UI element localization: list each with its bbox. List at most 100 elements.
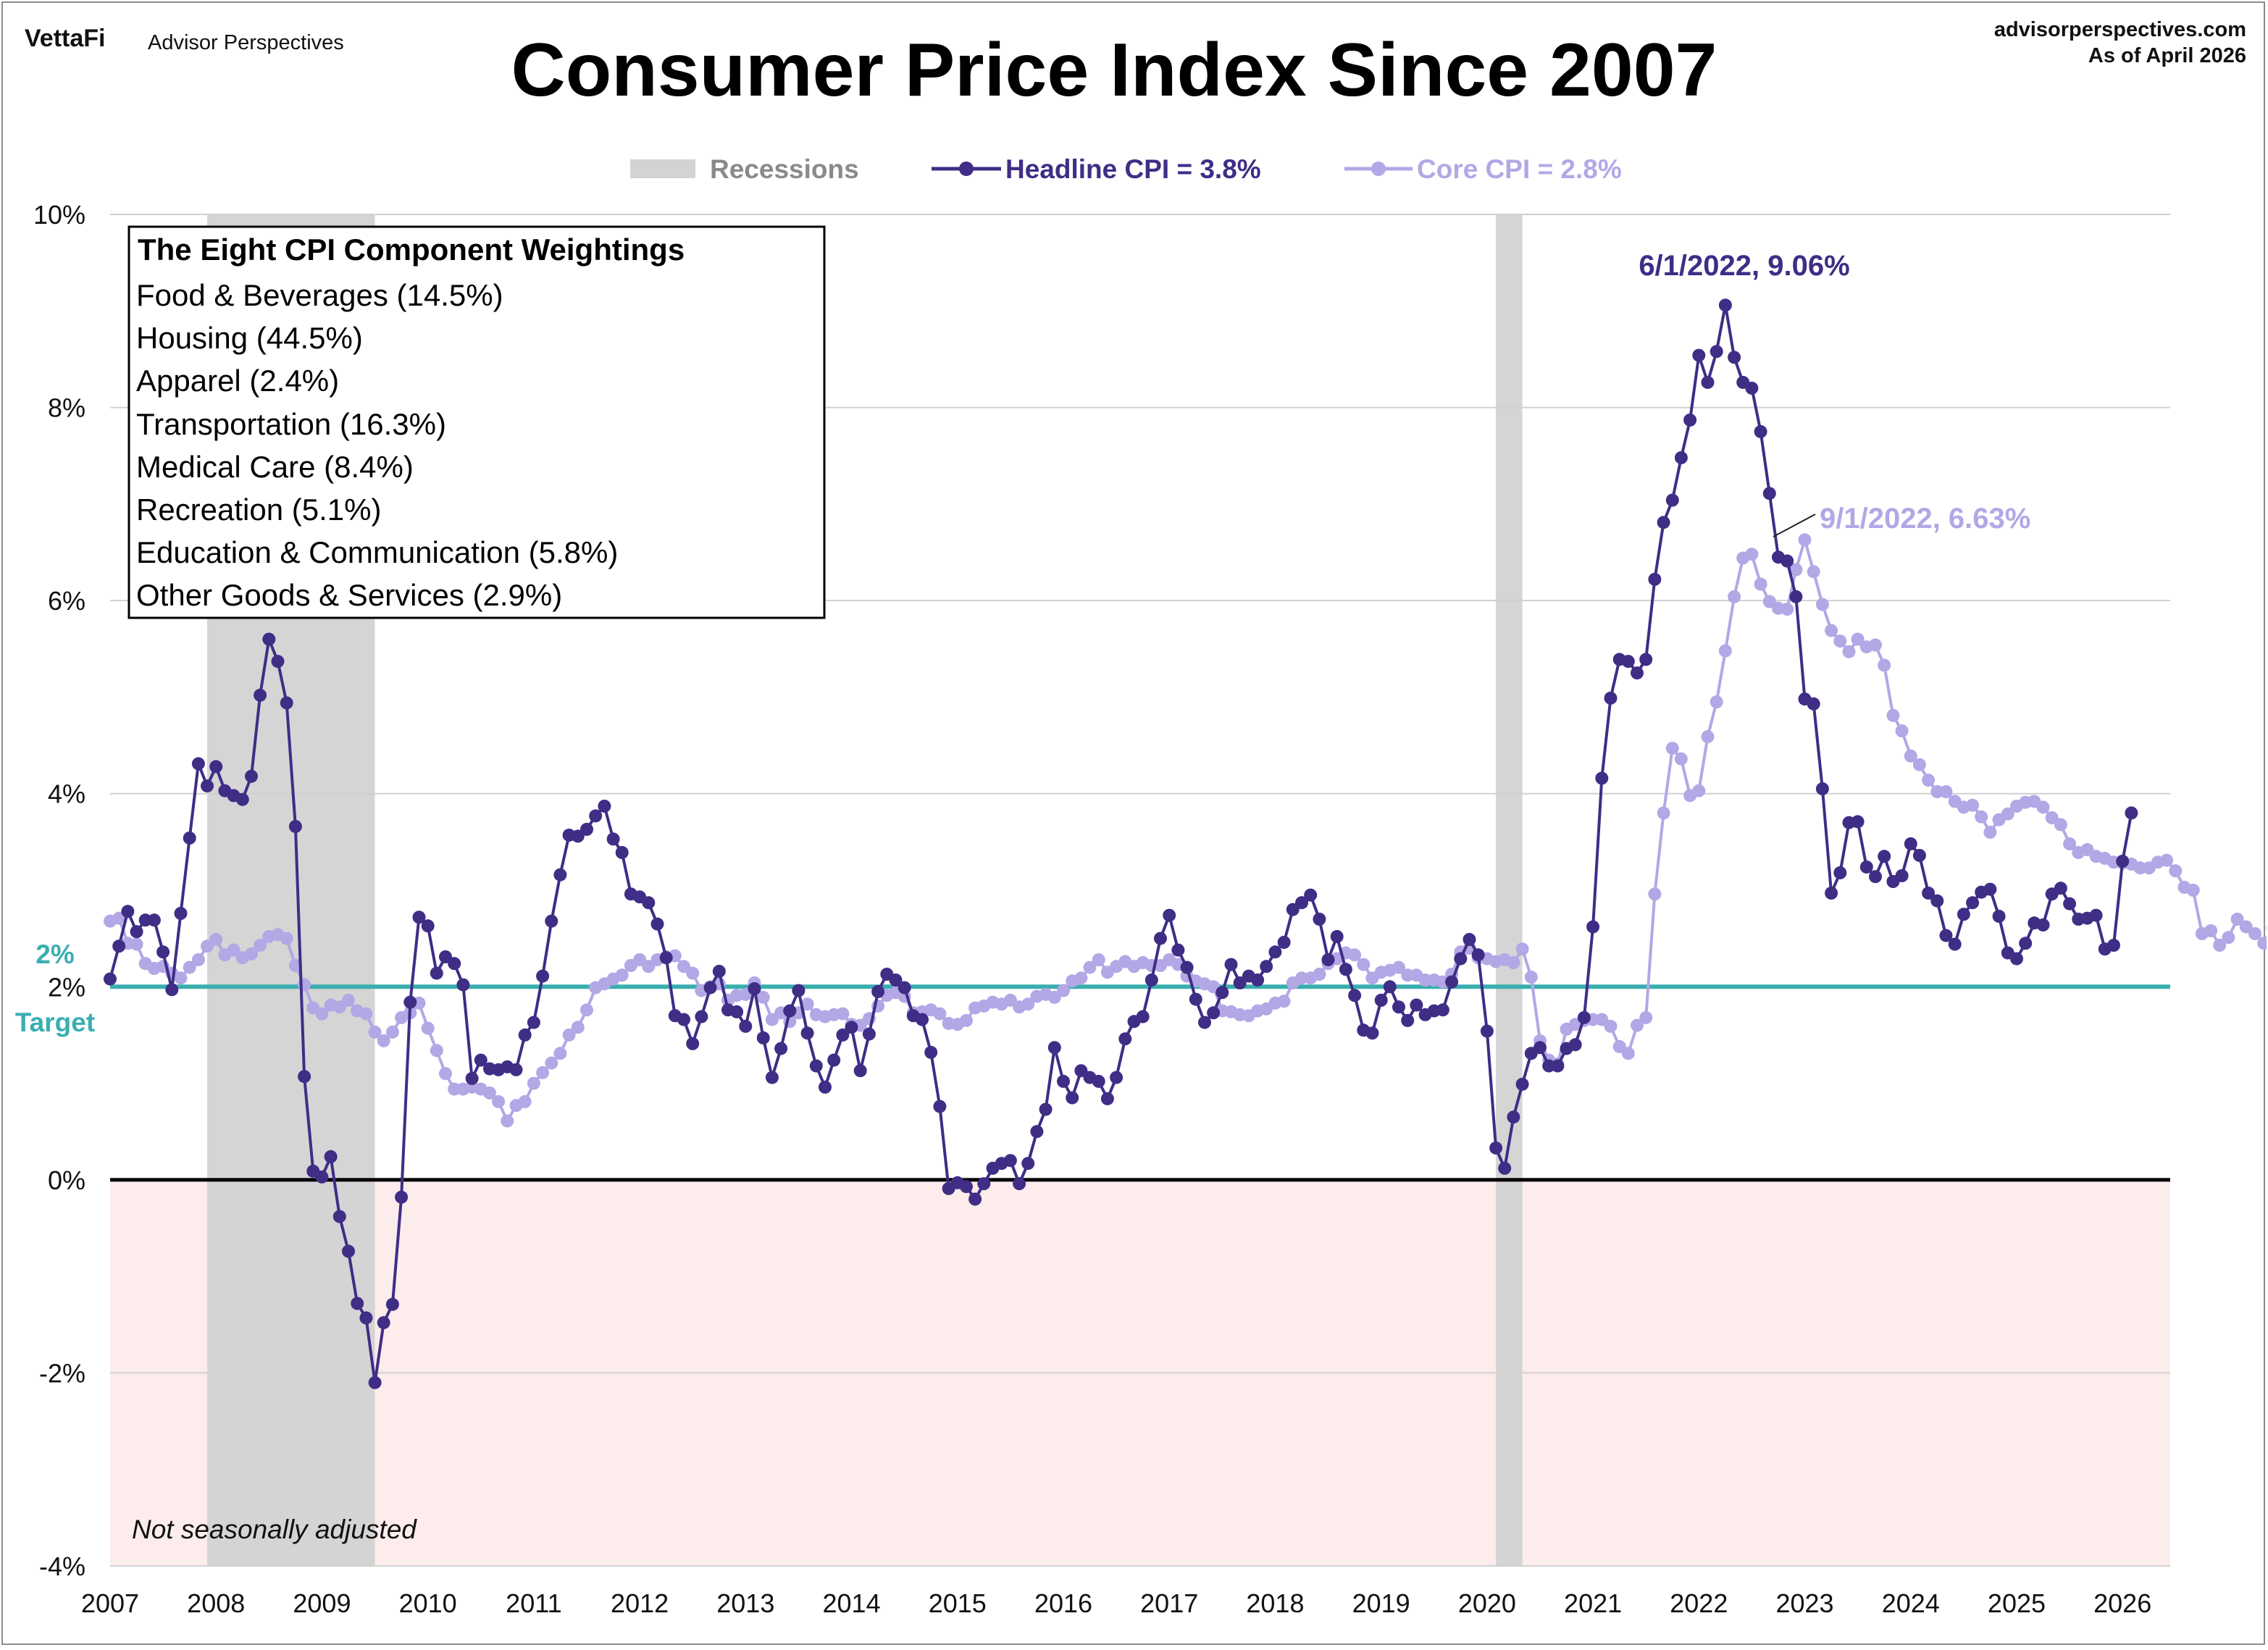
headline-cpi-point (1189, 992, 1202, 1006)
headline-cpi-point (1003, 1154, 1017, 1168)
core-cpi-point (633, 953, 647, 966)
target-value-label: 2% (35, 939, 74, 969)
headline-cpi-point (332, 1210, 346, 1223)
headline-cpi-point (430, 966, 443, 980)
headline-cpi-point (315, 1170, 329, 1184)
headline-cpi-point (1718, 298, 1732, 312)
headline-cpi-point (871, 985, 885, 998)
headline-cpi-point (1815, 782, 1829, 795)
headline-cpi-point (183, 832, 196, 845)
core-cpi-point (332, 1000, 346, 1014)
weighting-item: Transportation (16.3%) (136, 407, 446, 441)
headline-cpi-point (1145, 973, 1158, 987)
core-cpi-point (2222, 931, 2235, 945)
x-tick-label: 2014 (823, 1588, 881, 1618)
weighting-item: Apparel (2.4%) (136, 364, 339, 398)
headline-cpi-point (1374, 993, 1388, 1007)
headline-cpi-point (1436, 1003, 1449, 1017)
core-cpi-point (1057, 984, 1070, 997)
x-tick-label: 2010 (399, 1588, 457, 1618)
x-tick-label: 2020 (1458, 1588, 1516, 1618)
weightings-box-border (127, 225, 826, 619)
headline-cpi-point (368, 1375, 382, 1389)
y-tick-label: 0% (48, 1165, 85, 1195)
headline-cpi-point (235, 792, 249, 806)
headline-cpi-point (1136, 1010, 1150, 1023)
headline-cpi-point (1701, 375, 1715, 389)
headline-cpi-point (650, 917, 664, 931)
y-tick-label: 2% (48, 972, 85, 1002)
as-of-date: As of April 2026 (2088, 44, 2246, 67)
headline-cpi-point (1233, 976, 1247, 989)
core-cpi-point (1074, 971, 1088, 985)
headline-cpi-point (1207, 1006, 1221, 1020)
headline-cpi-point (1780, 554, 1794, 568)
headline-cpi-point (1992, 910, 2006, 923)
headline-cpi-point (377, 1316, 390, 1330)
core-cpi-point (1833, 635, 1847, 648)
headline-cpi-point (1224, 958, 1238, 971)
headline-cpi-point (1268, 945, 1282, 959)
core-cpi-point (1612, 1039, 1626, 1053)
x-tick-label: 2026 (2093, 1588, 2151, 1618)
headline-cpi-point (836, 1028, 850, 1042)
series (104, 298, 2268, 1389)
x-tick-label: 2016 (1034, 1588, 1092, 1618)
legend-core: Core CPI = 2.8% (1417, 154, 1622, 184)
headline-cpi-point (1825, 887, 1838, 900)
headline-cpi-point (571, 829, 585, 843)
core-cpi-point (800, 997, 814, 1011)
core-cpi-point (359, 1007, 373, 1021)
headline-cpi-point (1639, 653, 1653, 666)
core-cpi-point (201, 939, 214, 953)
headline-cpi-point (1277, 936, 1291, 949)
headline-cpi-point (606, 832, 620, 846)
headline-cpi-point (2107, 939, 2120, 952)
headline-cpi-point (1021, 1157, 1035, 1171)
headline-cpi-point (1110, 1071, 1123, 1084)
core-cpi-point (1798, 533, 1812, 547)
headline-cpi-point (1313, 913, 1326, 926)
core-cpi-point (342, 993, 355, 1007)
headline-cpi-point (589, 809, 603, 823)
weighting-item: Other Goods & Services (2.9%) (136, 578, 562, 612)
x-tick-label: 2015 (929, 1588, 987, 1618)
y-tick-label: -4% (39, 1551, 85, 1581)
brand-subtitle: Advisor Perspectives (148, 31, 344, 54)
headline-cpi-point (827, 1053, 841, 1067)
x-tick-label: 2018 (1246, 1588, 1304, 1618)
core-cpi-point (421, 1021, 435, 1035)
core-cpi-point (112, 911, 126, 925)
core-cpi-point (571, 1021, 585, 1034)
headline-cpi-point (527, 1015, 540, 1029)
core-cpi-point (1595, 1013, 1609, 1026)
x-tick-label: 2011 (506, 1588, 561, 1618)
headline-cpi-point (130, 925, 143, 939)
headline-cpi-point (1304, 888, 1318, 902)
core-cpi-point (1904, 749, 1917, 763)
axes: -4% -2% 0% 2% 4% 6% 8% 10% 2007 2008 2009 2010 2011 2… (33, 200, 2170, 1618)
x-tick-label: 2025 (1988, 1588, 2046, 1618)
core-cpi-point (1762, 595, 1776, 608)
core-cpi-point (536, 1065, 550, 1079)
brand-logo: VettaFi (25, 25, 105, 52)
x-tick-label: 2012 (611, 1588, 669, 1618)
headline-cpi-point (889, 973, 903, 987)
headline-cpi-point (1648, 572, 1662, 586)
headline-cpi-point (924, 1045, 938, 1059)
headline-cpi-point (1074, 1064, 1088, 1078)
headline-cpi-point (1198, 1015, 1211, 1029)
headline-cpi-point (1498, 1161, 1512, 1175)
headline-cpi-point (1410, 998, 1423, 1012)
headline-cpi-point (280, 696, 293, 710)
headline-cpi-point (1807, 697, 1820, 711)
headline-cpi-point (271, 655, 285, 669)
headline-cpi-point (545, 914, 558, 928)
core-cpi-point (1886, 708, 1900, 722)
core-cpi-point (1639, 1010, 1653, 1024)
x-tick-label: 2024 (1882, 1588, 1940, 1618)
headline-cpi-point (598, 800, 611, 813)
headline-cpi-point (288, 820, 302, 833)
headline-cpi-point (201, 779, 214, 793)
headline-cpi-point (254, 688, 267, 702)
